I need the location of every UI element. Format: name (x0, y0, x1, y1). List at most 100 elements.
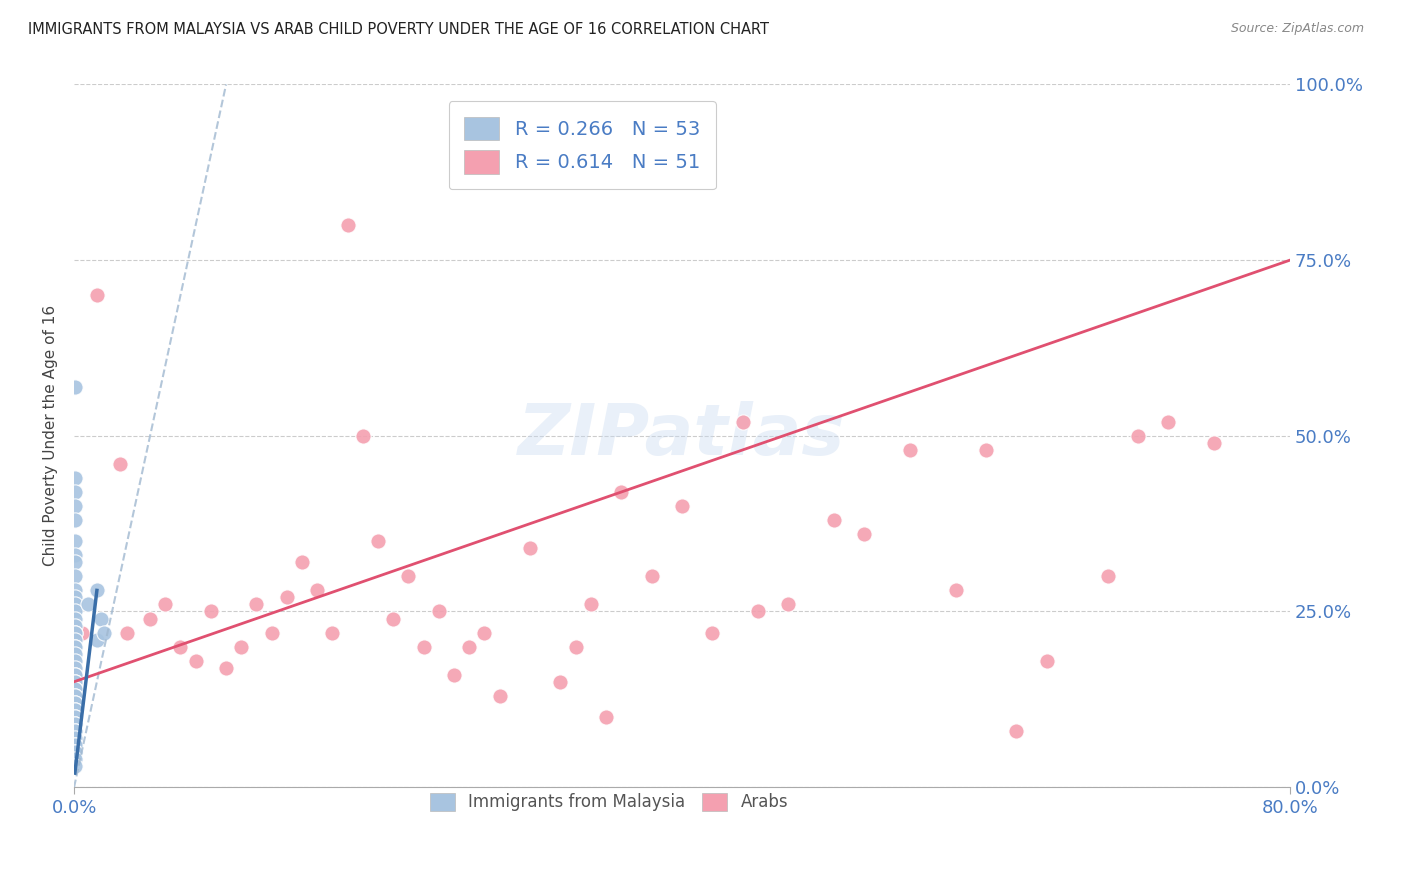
Point (823, 513, 845, 527)
Point (595, 710, 617, 724)
Point (550, 674, 572, 689)
Point (778, 598, 800, 612)
Point (63, 625, 86, 640)
Point (458, 640, 481, 654)
Point (352, 429, 374, 443)
Point (63, 745, 86, 759)
Point (63, 485, 86, 500)
Legend: Immigrants from Malaysia, Arabs: Immigrants from Malaysia, Arabs (416, 780, 801, 824)
Point (1202, 435, 1225, 450)
Point (945, 583, 967, 598)
Point (747, 605, 769, 619)
Point (63, 625, 86, 640)
Point (671, 499, 693, 513)
Point (63, 738, 86, 752)
Point (63, 710, 86, 724)
Point (63, 654, 86, 668)
Point (184, 654, 207, 668)
Point (63, 723, 86, 738)
Point (86, 288, 108, 302)
Point (898, 442, 921, 457)
Point (63, 703, 86, 717)
Point (63, 681, 86, 696)
Point (564, 640, 586, 654)
Point (63, 611, 86, 625)
Text: Source: ZipAtlas.com: Source: ZipAtlas.com (1230, 22, 1364, 36)
Point (519, 541, 541, 556)
Point (63, 618, 86, 632)
Point (63, 583, 86, 598)
Point (200, 605, 222, 619)
Point (63, 640, 86, 654)
Point (398, 569, 420, 583)
Point (63, 661, 86, 675)
Point (63, 759, 86, 773)
Point (215, 661, 238, 675)
Point (63, 681, 86, 696)
Point (1005, 723, 1028, 738)
Point (276, 591, 298, 605)
Point (367, 534, 389, 549)
Point (291, 555, 314, 569)
Point (63, 674, 86, 689)
Text: ZIPatlas: ZIPatlas (519, 401, 846, 470)
Point (382, 611, 405, 625)
Point (117, 625, 139, 640)
Point (427, 605, 450, 619)
Point (63, 752, 86, 766)
Point (93, 625, 115, 640)
Point (443, 667, 465, 681)
Point (63, 689, 86, 703)
Point (70, 625, 93, 640)
Point (1036, 654, 1059, 668)
Point (974, 442, 997, 457)
Y-axis label: Child Poverty Under the Age of 16: Child Poverty Under the Age of 16 (44, 305, 58, 566)
Point (579, 598, 602, 612)
Point (640, 569, 662, 583)
Point (307, 583, 329, 598)
Point (63, 647, 86, 661)
Point (260, 625, 283, 640)
Point (169, 640, 191, 654)
Text: IMMIGRANTS FROM MALAYSIA VS ARAB CHILD POVERTY UNDER THE AGE OF 16 CORRELATION C: IMMIGRANTS FROM MALAYSIA VS ARAB CHILD P… (28, 22, 769, 37)
Point (474, 625, 496, 640)
Point (853, 527, 876, 541)
Point (63, 717, 86, 731)
Point (63, 555, 86, 569)
Point (702, 625, 724, 640)
Point (63, 471, 86, 485)
Point (63, 598, 86, 612)
Point (63, 717, 86, 731)
Point (63, 640, 86, 654)
Point (1157, 415, 1180, 429)
Point (321, 625, 343, 640)
Point (63, 548, 86, 562)
Point (63, 738, 86, 752)
Point (108, 457, 131, 471)
Point (63, 674, 86, 689)
Point (63, 379, 86, 393)
Point (63, 591, 86, 605)
Point (63, 513, 86, 527)
Point (610, 485, 633, 500)
Point (63, 696, 86, 710)
Point (63, 534, 86, 549)
Point (63, 632, 86, 647)
Point (63, 703, 86, 717)
Point (63, 667, 86, 681)
Point (1097, 569, 1119, 583)
Point (90, 611, 112, 625)
Point (412, 640, 434, 654)
Point (63, 569, 86, 583)
Point (488, 689, 510, 703)
Point (1126, 429, 1149, 443)
Point (63, 710, 86, 724)
Point (63, 723, 86, 738)
Point (139, 611, 162, 625)
Point (63, 667, 86, 681)
Point (231, 640, 253, 654)
Point (63, 696, 86, 710)
Point (63, 731, 86, 745)
Point (63, 745, 86, 759)
Point (76, 598, 98, 612)
